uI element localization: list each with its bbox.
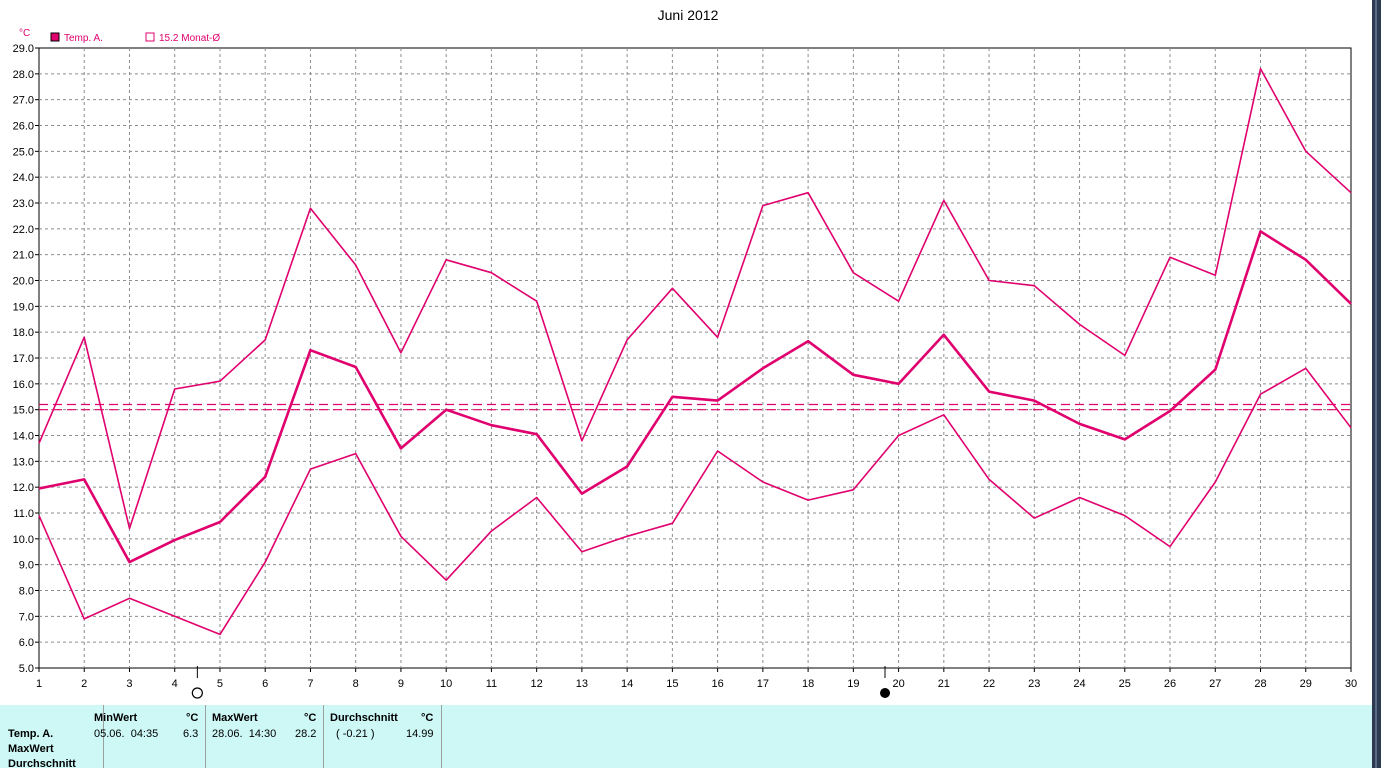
x-tick-label: 22 [983, 678, 995, 690]
legend-swatch-filled [50, 32, 60, 42]
new-moon-icon [880, 688, 891, 698]
y-tick-label: 23.0 [13, 198, 34, 210]
x-tick-label: 3 [126, 678, 132, 690]
y-tick-label: 19.0 [13, 301, 34, 313]
window-edge [1372, 0, 1381, 768]
x-tick-label: 26 [1164, 678, 1176, 690]
y-tick-label: 29.0 [13, 43, 34, 55]
x-axis: 1 2 3 4 5 6 7 8 9 10 11 12 13 14 15 16 17 18 19 20 21 22 23 24 2… [36, 668, 1357, 690]
full-moon-icon [191, 687, 203, 699]
x-tick-label: 27 [1209, 678, 1221, 690]
x-tick-label: 15 [666, 678, 678, 690]
x-tick-label: 13 [576, 678, 588, 690]
y-tick-label: 21.0 [13, 250, 34, 262]
y-tick-label: 11.0 [13, 508, 34, 520]
column-divider [323, 705, 324, 768]
x-tick-label: 18 [802, 678, 814, 690]
x-tick-label: 19 [847, 678, 859, 690]
x-tick-label: 5 [217, 678, 223, 690]
series-line-max [38, 67, 1352, 530]
y-tick-label: 18.0 [13, 327, 34, 339]
column-divider [441, 705, 442, 768]
statistics-panel: Temp. A. MaxWert Durchschnitt MinWert °C… [0, 705, 1372, 770]
grid [38, 47, 1352, 669]
x-tick-label: 6 [262, 678, 268, 690]
x-tick-label: 10 [440, 678, 452, 690]
chart-title: Juni 2012 [658, 7, 719, 23]
max-unit: °C [304, 712, 317, 724]
x-tick-label: 30 [1345, 678, 1357, 690]
x-tick-label: 28 [1254, 678, 1266, 690]
series-lines [38, 67, 1352, 636]
x-tick-label: 24 [1073, 678, 1085, 690]
y-tick-label: 5.0 [19, 663, 34, 675]
y-tick-label: 13.0 [13, 456, 34, 468]
x-tick-label: 14 [621, 678, 633, 690]
x-tick-label: 1 [36, 678, 42, 690]
x-tick-label: 7 [307, 678, 313, 690]
column-divider [103, 705, 104, 768]
x-tick-label: 16 [711, 678, 723, 690]
y-tick-label: 16.0 [13, 379, 34, 391]
avg-unit: °C [421, 712, 434, 724]
row-label-avg: Durchschnitt [8, 758, 76, 770]
y-tick-label: 20.0 [13, 276, 34, 288]
y-tick-label: 28.0 [13, 69, 34, 81]
x-tick-label: 11 [486, 678, 497, 690]
avg-delta: ( -0.21 ) [336, 728, 375, 740]
series-line-mean [38, 230, 1352, 564]
x-tick-label: 8 [353, 678, 359, 690]
y-tick-label: 12.0 [13, 482, 34, 494]
row-label-max: MaxWert [8, 743, 54, 755]
y-tick-label: 9.0 [19, 560, 34, 572]
y-tick-label: 10.0 [13, 534, 34, 546]
min-unit: °C [186, 712, 199, 724]
max-value: 28.2 [295, 728, 317, 740]
y-axis: 5.0 6.0 7.0 8.0 9.0 10.0 11.0 12.0 13.0 14.0 15.0 1… [13, 43, 39, 675]
y-tick-label: 25.0 [13, 146, 34, 158]
x-tick-label: 23 [1028, 678, 1040, 690]
x-tick-label: 29 [1300, 678, 1312, 690]
row-label-temp: Temp. A. [8, 728, 54, 740]
legend: Temp. A. 15.2 Monat-Ø [50, 32, 220, 44]
min-time: 05.06. 04:35 [94, 728, 159, 740]
x-tick-label: 2 [81, 678, 87, 690]
max-time: 28.06. 14:30 [212, 728, 277, 740]
avg-value: 14.99 [406, 728, 434, 740]
moon-phase-markers [191, 666, 891, 699]
y-tick-label: 26.0 [13, 121, 34, 133]
y-tick-label: 15.0 [13, 405, 34, 417]
x-tick-label: 25 [1119, 678, 1131, 690]
x-tick-label: 4 [172, 678, 178, 690]
y-tick-label: 27.0 [13, 95, 34, 107]
legend-swatch-hollow [145, 32, 155, 42]
x-tick-label: 20 [892, 678, 904, 690]
y-tick-label: 8.0 [19, 586, 34, 598]
series-line-min [38, 367, 1352, 636]
legend-label-temp: Temp. A. [64, 33, 103, 44]
column-divider [205, 705, 206, 768]
avg-header: Durchschnitt [330, 712, 398, 724]
x-tick-label: 12 [531, 678, 543, 690]
y-tick-label: 7.0 [19, 611, 34, 623]
y-tick-label: 17.0 [13, 353, 34, 365]
x-tick-label: 17 [757, 678, 769, 690]
y-tick-label: 22.0 [13, 224, 34, 236]
y-unit-label: °C [19, 28, 30, 39]
legend-label-monthly-avg: 15.2 Monat-Ø [159, 33, 220, 44]
max-header: MaxWert [212, 712, 258, 724]
x-tick-label: 9 [398, 678, 404, 690]
y-tick-label: 6.0 [19, 637, 34, 649]
min-value: 6.3 [183, 728, 199, 740]
min-header: MinWert [94, 712, 138, 724]
reference-lines [39, 403, 1351, 411]
y-tick-label: 14.0 [13, 431, 34, 443]
y-tick-label: 24.0 [13, 172, 34, 184]
x-tick-label: 21 [938, 678, 950, 690]
